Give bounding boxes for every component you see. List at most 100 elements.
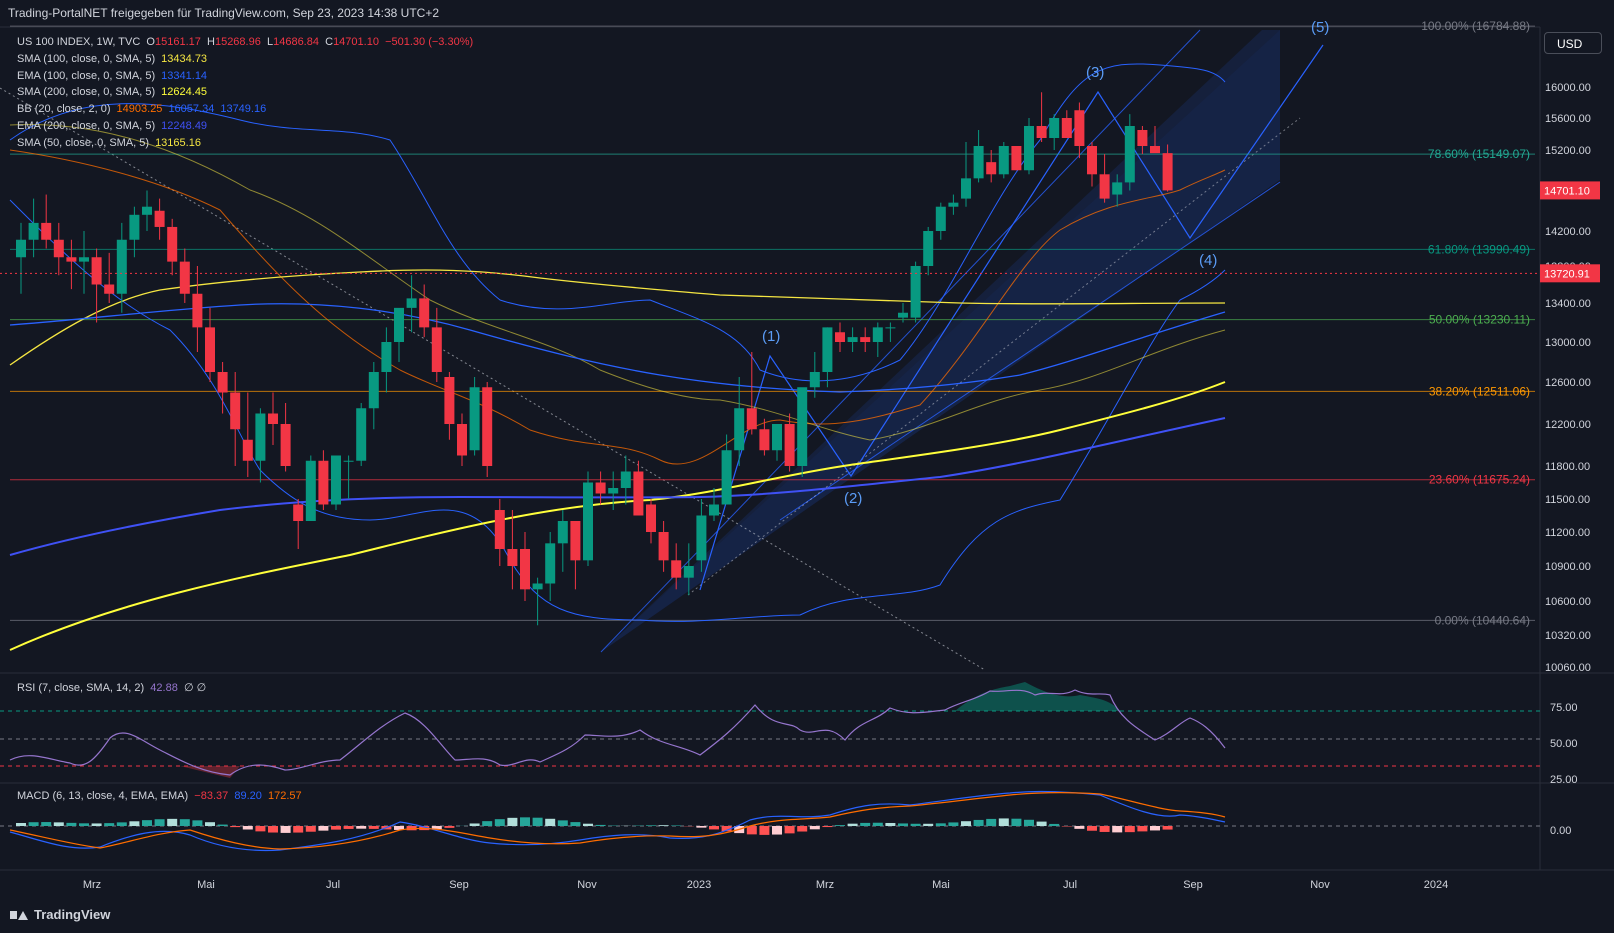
candle[interactable] [356, 403, 367, 466]
candle[interactable] [343, 455, 354, 500]
candle[interactable] [935, 202, 946, 240]
candle[interactable] [1087, 142, 1097, 187]
candle[interactable] [28, 198, 39, 258]
candle[interactable] [1162, 144, 1173, 192]
candle[interactable] [784, 413, 795, 472]
candle[interactable] [457, 413, 467, 467]
symbol-legend[interactable]: US 100 INDEX, 1W, TVC O15161.17 H15268.9… [17, 34, 473, 51]
candle[interactable] [154, 198, 165, 240]
candle[interactable] [709, 488, 719, 521]
candle[interactable] [179, 248, 190, 304]
candle[interactable] [998, 142, 1009, 179]
candle[interactable] [557, 510, 568, 572]
candle[interactable] [872, 322, 883, 358]
candle[interactable] [910, 261, 921, 323]
candle[interactable] [734, 377, 745, 466]
candle[interactable] [255, 408, 266, 483]
currency-button[interactable]: USD [1544, 32, 1602, 54]
candle[interactable] [305, 455, 316, 522]
candle[interactable] [268, 392, 278, 446]
candle[interactable] [406, 275, 417, 333]
candle[interactable] [53, 222, 64, 276]
indicator-legend-row[interactable]: SMA (50, close, 0, SMA, 5) 13165.16 [17, 135, 473, 152]
candle[interactable] [860, 327, 871, 352]
rsi-legend[interactable]: RSI (7, close, SMA, 14, 2) 42.88 ∅ ∅ [17, 681, 206, 694]
candle[interactable] [16, 222, 26, 294]
candle[interactable] [280, 403, 291, 472]
candle[interactable] [847, 327, 858, 352]
candle[interactable] [368, 362, 379, 430]
candle[interactable] [532, 577, 543, 626]
candle[interactable] [192, 266, 203, 352]
candle[interactable] [1036, 92, 1047, 142]
candle[interactable] [494, 499, 505, 566]
indicator-legend-row[interactable]: BB (20, close, 2, 0) 14903.25 16057.34 1374… [17, 101, 473, 118]
macd-panel[interactable] [0, 790, 1540, 852]
candle[interactable] [469, 377, 480, 456]
candle[interactable] [205, 307, 215, 382]
candle[interactable] [570, 521, 581, 590]
candle[interactable] [797, 387, 808, 477]
candle[interactable] [293, 499, 304, 549]
candle[interactable] [948, 194, 959, 215]
candle[interactable] [41, 194, 52, 249]
candle[interactable] [520, 532, 530, 601]
candle[interactable] [746, 352, 757, 435]
candle[interactable] [482, 382, 493, 477]
candle[interactable] [381, 327, 392, 393]
candle[interactable] [809, 352, 820, 398]
candle[interactable] [1124, 114, 1135, 191]
candle[interactable] [898, 303, 908, 323]
candle[interactable] [961, 142, 971, 207]
candle[interactable] [431, 307, 442, 382]
candle[interactable] [986, 150, 997, 183]
candle[interactable] [230, 372, 241, 466]
candle[interactable] [507, 510, 518, 590]
candle[interactable] [1137, 126, 1148, 155]
candle[interactable] [66, 239, 77, 290]
candle[interactable] [1024, 118, 1034, 175]
indicator-legend-row[interactable]: SMA (200, close, 0, SMA, 5) 12624.45 [17, 84, 473, 101]
candle[interactable] [1061, 110, 1072, 138]
candle[interactable] [822, 327, 833, 388]
candle[interactable] [683, 543, 694, 596]
candle[interactable] [91, 248, 102, 323]
indicator-legend-row[interactable]: EMA (100, close, 0, SMA, 5) 13341.14 [17, 68, 473, 85]
indicator-legend-row[interactable]: SMA (100, close, 0, SMA, 5) 13434.73 [17, 51, 473, 68]
candle[interactable] [923, 226, 934, 276]
candle[interactable] [1049, 114, 1060, 150]
candle[interactable] [633, 460, 644, 516]
candle[interactable] [1112, 174, 1123, 207]
indicator-legend-row[interactable]: EMA (200, close, 0, SMA, 5) 12248.49 [17, 118, 473, 135]
candle[interactable] [545, 532, 556, 601]
candle[interactable] [104, 252, 115, 303]
candle[interactable] [1074, 102, 1085, 159]
rsi-panel[interactable] [0, 682, 1540, 778]
candle[interactable] [772, 424, 782, 461]
tradingview-brand[interactable]: TradingView [10, 907, 110, 922]
candle[interactable] [595, 471, 606, 505]
candle[interactable] [167, 218, 178, 276]
candle[interactable] [1099, 154, 1110, 203]
candle[interactable] [646, 499, 656, 544]
candle[interactable] [583, 471, 593, 567]
candle[interactable] [759, 418, 770, 456]
candle[interactable] [217, 362, 228, 414]
candle[interactable] [142, 190, 152, 232]
candle[interactable] [973, 130, 984, 183]
candle[interactable] [658, 521, 669, 572]
candle[interactable] [721, 434, 732, 505]
candle[interactable] [885, 322, 896, 343]
candle[interactable] [394, 307, 404, 362]
candle[interactable] [620, 455, 631, 505]
candle[interactable] [242, 392, 253, 478]
candle[interactable] [318, 450, 329, 510]
candle[interactable] [331, 455, 341, 511]
candle[interactable] [444, 372, 455, 440]
candle[interactable] [835, 322, 845, 353]
candle[interactable] [419, 284, 430, 338]
candle[interactable] [608, 471, 619, 511]
macd-legend[interactable]: MACD (6, 13, close, 4, EMA, EMA) −83.37 … [17, 790, 302, 802]
candle[interactable] [79, 231, 89, 294]
